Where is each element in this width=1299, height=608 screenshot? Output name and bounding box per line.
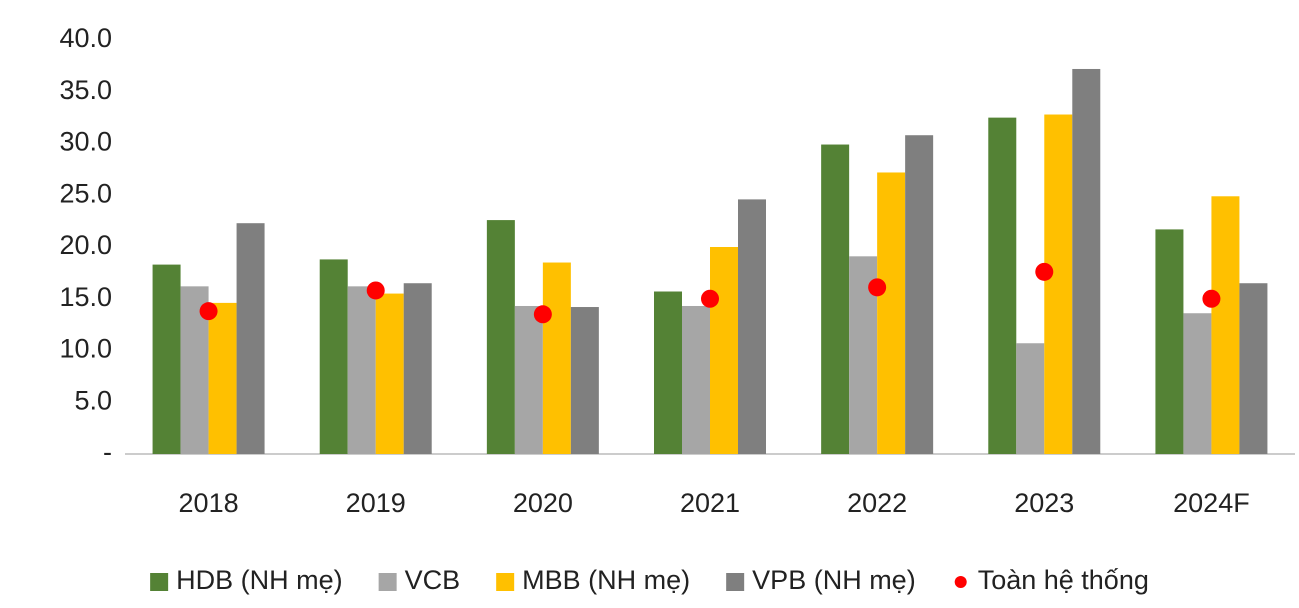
- bar: [905, 135, 934, 454]
- y-tick-label: 10.0: [59, 334, 112, 364]
- bar: [570, 307, 599, 454]
- bar: [208, 302, 237, 454]
- bar: [403, 283, 432, 454]
- bar: [347, 286, 376, 454]
- legend-label: VPB (NH mẹ): [752, 565, 916, 595]
- bar: [1239, 283, 1268, 454]
- bar: [1072, 68, 1101, 454]
- legend-marker: [726, 573, 745, 591]
- x-tick-label: 2022: [847, 488, 907, 518]
- dot: [1202, 289, 1221, 308]
- legend-label: VCB: [405, 565, 461, 595]
- bar: [988, 117, 1017, 454]
- y-tick-label: 20.0: [59, 230, 112, 260]
- y-tick-label: -: [103, 437, 112, 467]
- y-tick-label: 35.0: [59, 75, 112, 105]
- dot: [701, 289, 719, 308]
- dot: [1035, 262, 1054, 281]
- bar: [1211, 196, 1240, 454]
- dot: [868, 278, 887, 297]
- dot: [533, 305, 552, 324]
- bar: [1044, 114, 1073, 455]
- y-tick-label: 40.0: [59, 23, 112, 53]
- bar: [486, 220, 515, 454]
- y-tick-label: 30.0: [59, 127, 112, 157]
- legend-label: MBB (NH mẹ): [522, 565, 690, 595]
- bar: [738, 199, 766, 454]
- bar: [1016, 343, 1045, 454]
- legend-marker: [954, 576, 967, 588]
- x-tick-label: 2019: [346, 488, 406, 518]
- bar: [710, 247, 738, 454]
- legend-label: HDB (NH mẹ): [176, 565, 343, 595]
- legend-marker: [150, 573, 169, 591]
- legend-marker: [496, 573, 515, 591]
- legend-marker: [378, 573, 397, 591]
- bar: [1183, 313, 1212, 454]
- bar: [542, 262, 571, 454]
- bar: [654, 291, 682, 454]
- y-tick-label: 15.0: [59, 282, 112, 312]
- dot: [199, 302, 218, 321]
- x-tick-label: 2020: [513, 488, 573, 518]
- y-tick-label: 5.0: [74, 385, 112, 415]
- dot: [366, 281, 385, 300]
- bar: [236, 223, 265, 454]
- y-tick-label: 25.0: [59, 178, 112, 208]
- bar: [821, 144, 850, 454]
- x-tick-label: 2024F: [1173, 488, 1250, 518]
- bar: [514, 305, 543, 454]
- legend-label: Toàn hệ thống: [978, 565, 1149, 595]
- bar: [877, 172, 906, 455]
- bar: [319, 259, 348, 454]
- bar: [1155, 229, 1184, 454]
- bar: [375, 293, 404, 454]
- bar: [682, 305, 710, 454]
- x-tick-label: 2021: [680, 488, 740, 518]
- x-tick-label: 2023: [1014, 488, 1074, 518]
- x-tick-label: 2018: [179, 488, 239, 518]
- bar: [152, 264, 181, 454]
